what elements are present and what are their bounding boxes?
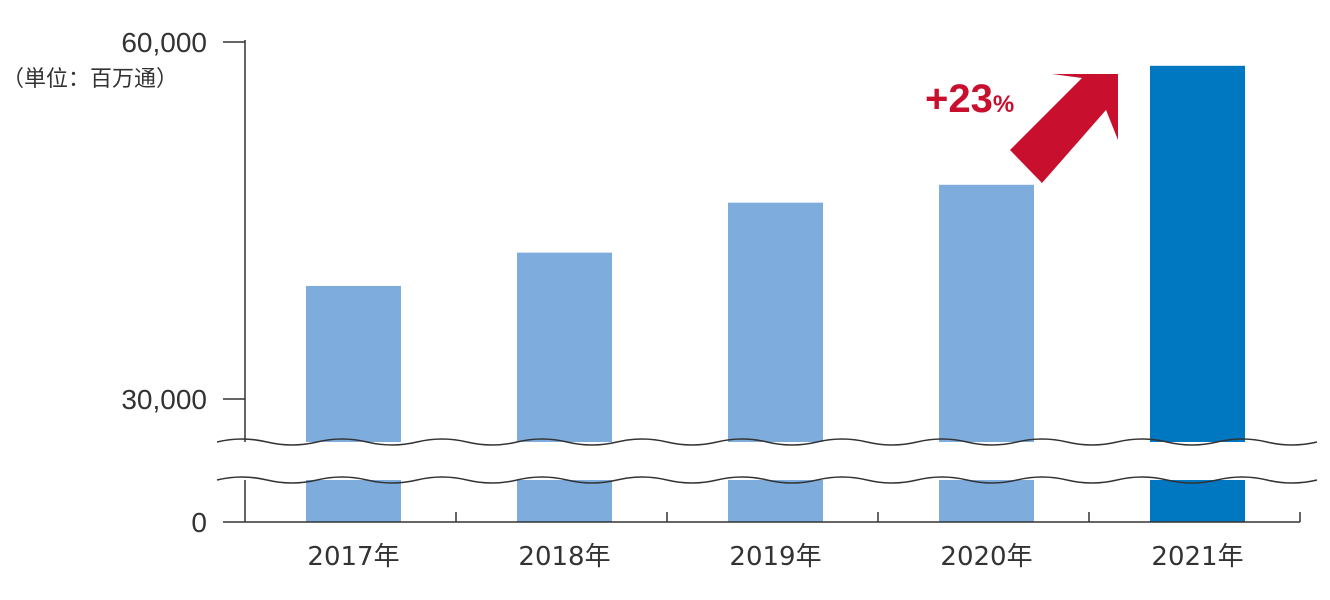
y-tick-label: 60,000: [121, 27, 207, 58]
axis-break-wave-0: [216, 438, 1318, 446]
y-axis: 60,000 30,000 0: [121, 27, 245, 538]
x-tick-label: 2020年: [940, 542, 1032, 572]
unit-label: （単位：百万通）: [2, 67, 178, 92]
growth-suffix: %: [993, 91, 1014, 118]
axis-break-wave-1: [216, 476, 1318, 484]
x-tick-label: 2018年: [518, 542, 610, 572]
bar-1: [517, 252, 612, 522]
x-tick-label: 2021年: [1151, 542, 1243, 572]
x-axis: 2017年 2018年 2019年 2020年 2021年: [307, 512, 1301, 572]
growth-value: +23: [925, 77, 993, 121]
axis-break: [216, 438, 1318, 484]
bar-0: [306, 285, 401, 522]
y-tick-label: 30,000: [121, 384, 207, 415]
growth-annotation-text: +23%: [925, 77, 1014, 121]
x-tick-label: 2017年: [307, 542, 399, 572]
growth-arrow-icon: [1010, 74, 1118, 183]
growth-annotation: +23%: [925, 74, 1118, 183]
axis-break-gap: [217, 442, 1300, 480]
x-tick-label: 2019年: [729, 542, 821, 572]
y-tick-label: 0: [191, 507, 207, 538]
